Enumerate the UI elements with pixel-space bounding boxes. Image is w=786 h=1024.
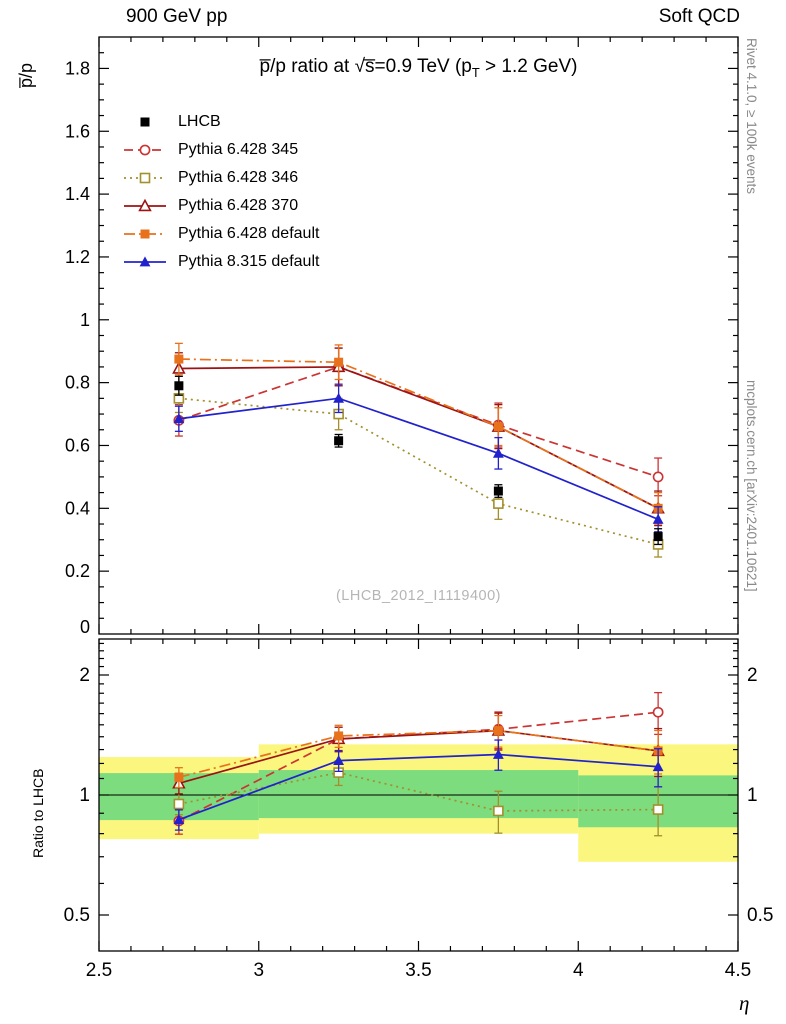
svg-text:0: 0 bbox=[80, 617, 90, 637]
y-axis-label-top: p̅/p bbox=[16, 62, 36, 88]
legend: LHCB Pythia 6.428 345 Pythia 6.428 346 P… bbox=[122, 108, 319, 276]
svg-text:0.2: 0.2 bbox=[65, 561, 90, 581]
svg-text:3.5: 3.5 bbox=[405, 960, 431, 981]
svg-text:3: 3 bbox=[253, 960, 264, 981]
plot-title-pre: p̅/p ratio at √s̅=0.9 TeV (p bbox=[259, 56, 472, 77]
legend-item-lhcb: LHCB bbox=[122, 108, 319, 136]
svg-text:0.4: 0.4 bbox=[65, 498, 90, 518]
legend-marker-pythia6-370-icon bbox=[122, 197, 168, 215]
beam-energy-label: 900 GeV pp bbox=[126, 6, 228, 27]
svg-text:1.2: 1.2 bbox=[65, 247, 90, 267]
y-axis-label-ratio: Ratio to LHCB bbox=[30, 768, 46, 858]
legend-label-lhcb: LHCB bbox=[178, 113, 221, 130]
plot-title-post: > 1.2 GeV) bbox=[479, 56, 578, 77]
legend-label-pythia6-346: Pythia 6.428 346 bbox=[178, 169, 299, 186]
mcplots-arxiv-note: mcplots.cern.ch [arXiv:2401.10621] bbox=[744, 380, 759, 592]
legend-marker-pythia6-345-icon bbox=[122, 141, 168, 159]
analysis-id-watermark: (LHCB_2012_I1119400) bbox=[335, 588, 502, 604]
x-axis-label-eta: η bbox=[739, 991, 750, 1015]
legend-label-pythia6-370: Pythia 6.428 370 bbox=[178, 197, 299, 214]
svg-text:4: 4 bbox=[573, 960, 584, 981]
legend-marker-lhcb-icon bbox=[122, 113, 168, 131]
svg-text:4.5: 4.5 bbox=[725, 960, 751, 981]
legend-item-pythia6-345: Pythia 6.428 345 bbox=[122, 136, 319, 164]
legend-item-pythia8-default: Pythia 8.315 default bbox=[122, 248, 319, 276]
process-group-label: Soft QCD bbox=[658, 6, 740, 27]
rivet-version-note: Rivet 4.1.0, ≥ 100k events bbox=[744, 38, 759, 194]
svg-text:0.5: 0.5 bbox=[747, 905, 773, 926]
svg-text:1: 1 bbox=[747, 785, 758, 806]
plot-title-sub: T bbox=[471, 64, 480, 80]
svg-text:2: 2 bbox=[79, 665, 90, 686]
svg-text:0.8: 0.8 bbox=[65, 373, 90, 393]
legend-item-pythia6-default: Pythia 6.428 default bbox=[122, 220, 319, 248]
legend-item-pythia6-346: Pythia 6.428 346 bbox=[122, 164, 319, 192]
legend-label-pythia8-default: Pythia 8.315 default bbox=[178, 253, 320, 270]
legend-label-pythia6-345: Pythia 6.428 345 bbox=[178, 141, 299, 158]
svg-text:1: 1 bbox=[80, 310, 90, 330]
svg-text:0.5: 0.5 bbox=[64, 905, 90, 926]
plot-title: p̅/p ratio at √s̅=0.9 TeV (pT > 1.2 GeV) bbox=[99, 56, 738, 80]
svg-text:1.6: 1.6 bbox=[65, 121, 90, 141]
svg-text:1.8: 1.8 bbox=[65, 58, 90, 78]
legend-item-pythia6-370: Pythia 6.428 370 bbox=[122, 192, 319, 220]
legend-label-pythia6-default: Pythia 6.428 default bbox=[178, 225, 320, 242]
legend-marker-pythia8-default-icon bbox=[122, 253, 168, 271]
svg-text:2: 2 bbox=[747, 665, 758, 686]
svg-text:1.4: 1.4 bbox=[65, 184, 90, 204]
svg-text:0.6: 0.6 bbox=[65, 435, 90, 455]
legend-marker-pythia6-346-icon bbox=[122, 169, 168, 187]
svg-text:2.5: 2.5 bbox=[86, 960, 112, 981]
legend-marker-pythia6-default-icon bbox=[122, 225, 168, 243]
svg-text:1: 1 bbox=[79, 785, 90, 806]
